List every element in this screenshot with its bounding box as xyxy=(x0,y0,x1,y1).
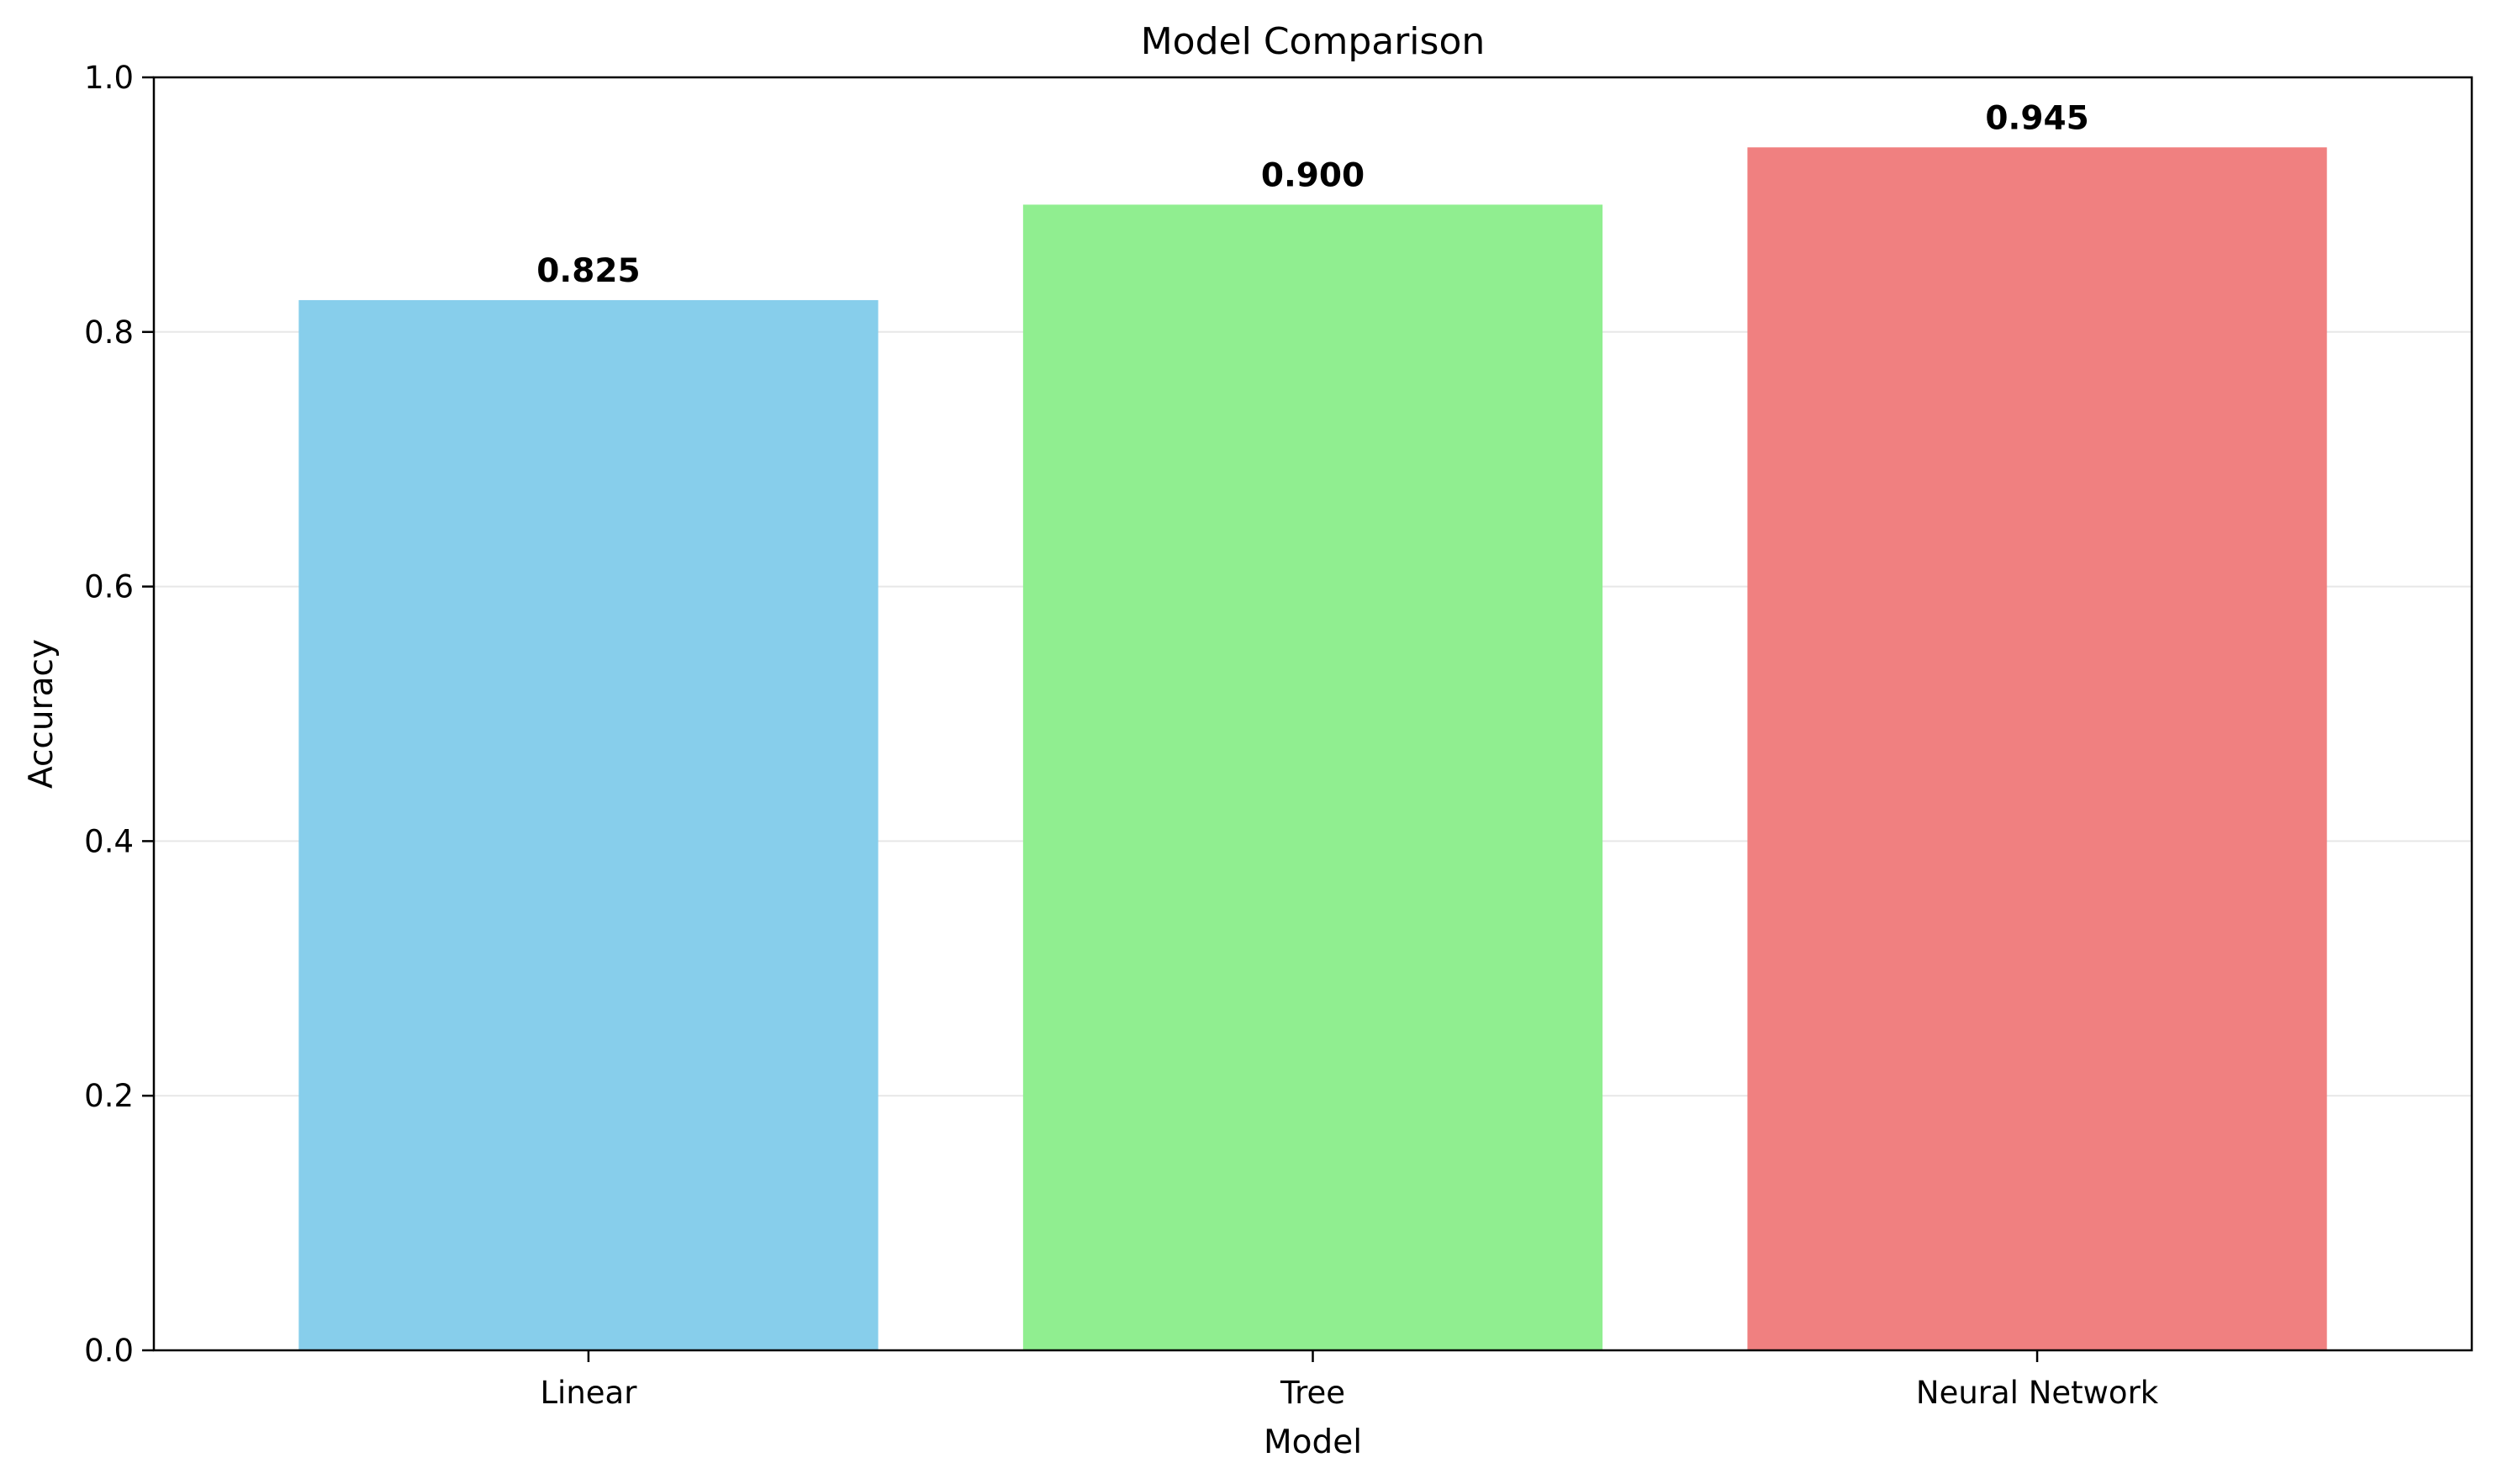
y-axis-label: Accuracy xyxy=(23,639,61,789)
x-axis-ticks: Linear Tree Neural Network xyxy=(540,1350,2159,1411)
y-axis-ticks: 0.0 0.2 0.4 0.6 0.8 1.0 xyxy=(84,60,154,1369)
bar-value-label: 0.900 xyxy=(1261,156,1365,194)
y-tick-label: 0.8 xyxy=(84,314,134,351)
bar-value-label: 0.825 xyxy=(536,252,640,290)
bar xyxy=(1747,147,2327,1350)
y-tick-label: 0.0 xyxy=(84,1333,134,1369)
x-tick-label: Linear xyxy=(540,1375,637,1411)
y-tick-label: 0.6 xyxy=(84,569,134,605)
bar xyxy=(298,299,879,1351)
bar xyxy=(1022,204,1603,1350)
x-axis-label: Model xyxy=(1264,1423,1362,1461)
y-tick-label: 1.0 xyxy=(84,60,134,96)
x-tick-label: Tree xyxy=(1280,1375,1345,1411)
y-tick-label: 0.4 xyxy=(84,823,134,859)
x-tick-label: Neural Network xyxy=(1916,1375,2159,1411)
bars xyxy=(298,147,2327,1351)
chart-title: Model Comparison xyxy=(1141,20,1486,63)
value-labels: 0.825 0.900 0.945 xyxy=(536,99,2089,290)
y-tick-label: 0.2 xyxy=(84,1078,134,1114)
bar-value-label: 0.945 xyxy=(1985,99,2088,137)
